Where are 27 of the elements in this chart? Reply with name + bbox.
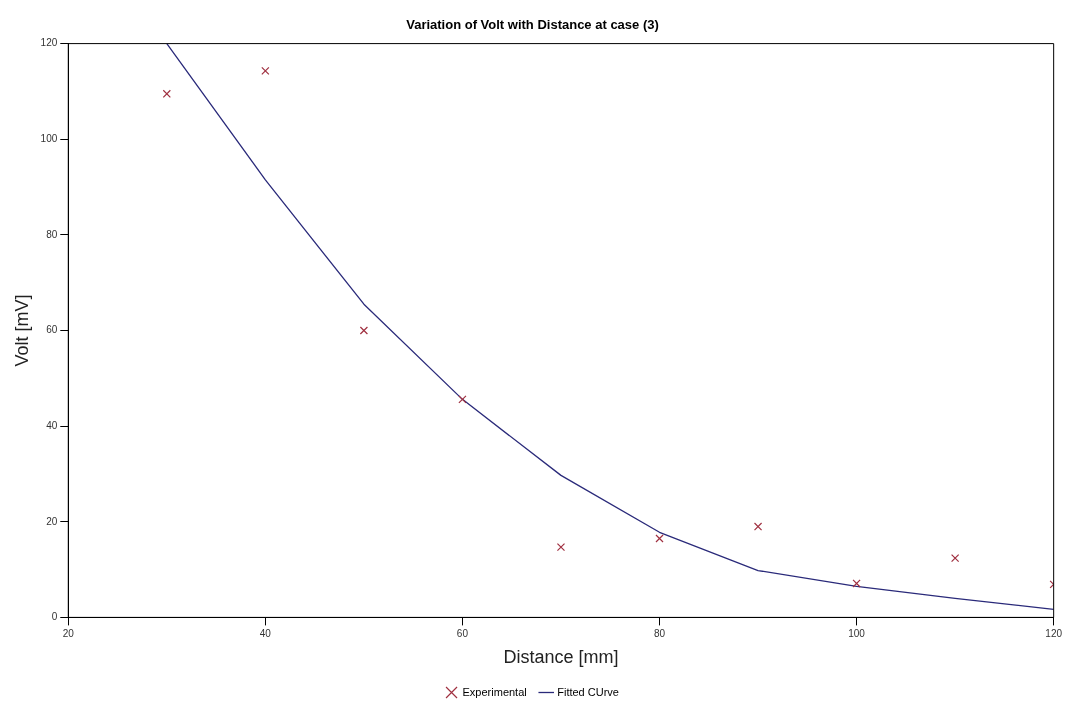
y-tick-label: 0: [51, 611, 58, 623]
y-tick-label: 40: [46, 419, 58, 431]
point: [359, 326, 369, 335]
y-tick-label: 60: [46, 324, 58, 336]
point: [655, 534, 664, 543]
x-tick-label: 120: [1045, 628, 1063, 640]
x-axis-title: Distance [mm]: [503, 647, 619, 668]
x-tick-label: 60: [456, 628, 469, 640]
y-tick-label: 80: [46, 228, 58, 240]
x-tick-label: 100: [848, 628, 866, 640]
x-tick-label: 80: [653, 628, 666, 640]
point: [753, 522, 763, 531]
y-axis-title: Volt [mV]: [11, 294, 32, 367]
point: [162, 89, 171, 98]
y-tick-label: 20: [46, 515, 58, 527]
point: [556, 542, 566, 552]
legend-label: Experimental: [462, 685, 527, 698]
y-tick-label: 100: [40, 132, 58, 144]
point: [458, 395, 467, 404]
y-tick-label: 120: [40, 37, 58, 49]
chart-title: Variation of Volt with Distance at case (3): [406, 17, 659, 33]
legend-label: Fitted CUrve: [557, 685, 619, 698]
point: [852, 579, 861, 588]
x-tick-label: 20: [62, 628, 75, 640]
point: [950, 553, 960, 563]
point: [261, 66, 270, 75]
x-tick-label: 40: [259, 628, 272, 640]
